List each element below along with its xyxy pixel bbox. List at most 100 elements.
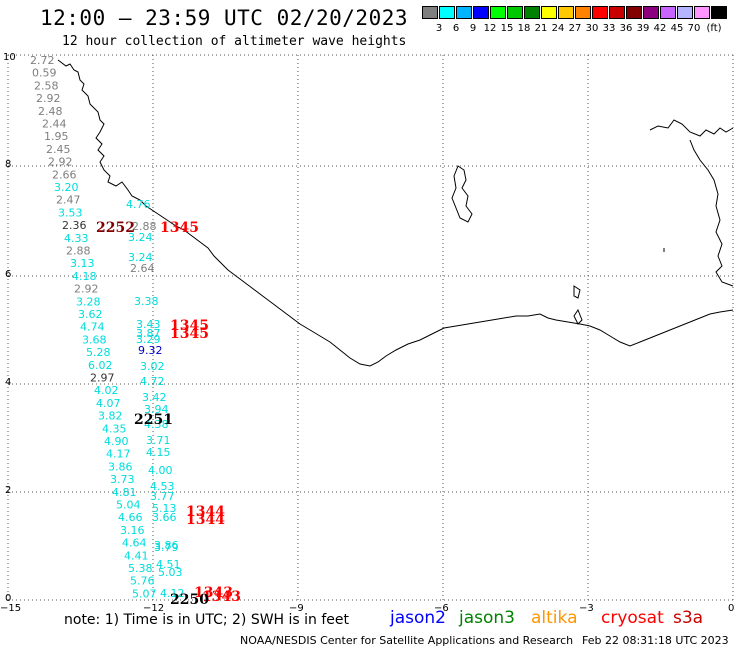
legend-jason3: jason3 (459, 608, 515, 628)
wave-height-label: 9.32 (138, 344, 163, 357)
scale-tick: 36 (619, 23, 633, 34)
wave-height-label: 4.72 (140, 375, 165, 388)
page-title: 12:00 – 23:59 UTC 02/20/2023 (40, 6, 409, 30)
scale-swatch (575, 6, 591, 19)
wave-height-label: 3.29 (136, 333, 161, 346)
wave-height-label: 2.45 (46, 143, 71, 156)
y-tick-label: 4 (5, 377, 11, 388)
wave-height-label: 3.24 (128, 231, 153, 244)
wave-height-label: 3.86 (154, 539, 179, 552)
legend-jason2: jason2 (390, 608, 446, 628)
scale-swatch (643, 6, 659, 19)
pass-time-label: 1345 (170, 318, 209, 334)
coastline-gulf (649, 119, 734, 287)
wave-height-label: 2.44 (42, 118, 67, 131)
scale-tick: 12 (483, 23, 497, 34)
scale-swatch (592, 6, 608, 19)
x-tick-label: −15 (0, 603, 21, 614)
wave-height-label: 2.47 (56, 194, 81, 207)
wave-height-label: 4.41 (124, 549, 149, 562)
y-tick-label: 0 (5, 593, 11, 604)
wave-height-label: 5.28 (86, 346, 111, 359)
island (573, 285, 583, 325)
wave-height-label: 2.92 (48, 156, 73, 169)
wave-height-label: 3.24 (128, 251, 153, 264)
wave-height-label: 3.86 (108, 460, 133, 473)
wave-height-label: 2.72 (30, 54, 55, 67)
grid (7, 54, 734, 601)
pass-time-label: 1343 (202, 589, 241, 605)
wave-height-label: 5.38 (128, 562, 153, 575)
wave-height-label: 4.66 (118, 511, 143, 524)
wave-height-label: 4.07 (96, 397, 121, 410)
scale-unit: (ft) (706, 23, 722, 34)
scale-swatch (626, 6, 642, 19)
scale-tick: 6 (452, 23, 460, 34)
wave-height-label: 3.20 (54, 181, 79, 194)
scale-swatch (524, 6, 540, 19)
wave-height-label: 2.97 (90, 372, 115, 385)
pass-time-label: 1344 (186, 512, 225, 528)
credit-text: NOAA/NESDIS Center for Satellite Applica… (240, 634, 574, 647)
wave-height-label: 4.02 (94, 384, 119, 397)
pass-time-label: 2251 (134, 412, 173, 428)
wave-height-label: 4.35 (102, 422, 127, 435)
wave-height-label: 4.51 (156, 558, 181, 571)
scale-tick: 27 (568, 23, 582, 34)
note-text: note: 1) Time is in UTC; 2) SWH is in fe… (64, 612, 350, 628)
scale-swatch (490, 6, 506, 19)
scale-tick: 33 (602, 23, 616, 34)
x-tick-label: −6 (434, 603, 449, 614)
scale-tick: 9 (469, 23, 477, 34)
pass-time-label: 1345 (170, 326, 209, 342)
x-tick-label: −12 (143, 603, 164, 614)
wave-height-label: 1.95 (44, 130, 69, 143)
x-tick-label: 0 (728, 603, 734, 614)
wave-height-label: 3.53 (58, 206, 83, 219)
wave-height-label: 4.00 (148, 464, 173, 477)
wave-height-label: 2.48 (38, 105, 63, 118)
wave-height-label: 3.43 (136, 318, 161, 331)
wave-height-label: 3.62 (78, 308, 103, 321)
wave-height-label: 4.74 (80, 321, 105, 334)
wave-height-label: 2.36 (62, 219, 87, 232)
wave-height-label: 4.53 (150, 480, 175, 493)
wave-height-label: 4.90 (104, 435, 129, 448)
y-tick-label: 2 (5, 485, 11, 496)
legend-altika: altika (531, 608, 578, 628)
scale-swatch (558, 6, 574, 19)
wave-height-label: 5.13 (152, 502, 177, 515)
wave-height-label: 3.16 (120, 524, 145, 537)
y-tick-label: 6 (5, 269, 11, 280)
wave-height-label: 4.38 (144, 418, 169, 431)
scale-swatch (711, 6, 727, 19)
pass-time-label: 1343 (194, 585, 233, 601)
wave-height-label: 2.64 (130, 262, 155, 275)
scale-tick: 70 (687, 23, 701, 34)
pass-time-label: 2252 (96, 220, 135, 236)
y-tick-label: 10 (3, 52, 16, 63)
scale-swatch (677, 6, 693, 19)
wave-height-label: 5.07 (132, 587, 157, 600)
y-tick-label: 8 (5, 159, 11, 170)
wave-height-label: 3.68 (82, 333, 107, 346)
wave-height-label: 3.82 (98, 410, 123, 423)
scale-tick: 30 (585, 23, 599, 34)
pass-time-label: 2250 (170, 592, 209, 608)
wave-height-label: 5.03 (158, 566, 183, 579)
wave-height-label: 4.64 (122, 537, 147, 550)
wave-height-label: 3.02 (140, 360, 165, 373)
wave-height-label: 4.81 (112, 486, 137, 499)
page-subtitle: 12 hour collection of altimeter wave hei… (62, 34, 407, 49)
wave-height-label: 3.13 (70, 257, 95, 270)
x-tick-label: −3 (579, 603, 594, 614)
scale-swatch (439, 6, 455, 19)
wave-height-label: 6.02 (88, 359, 113, 372)
wave-height-label: 4.18 (72, 270, 97, 283)
scale-swatch (473, 6, 489, 19)
wave-height-label: 4.33 (64, 232, 89, 245)
legend-cryosat: cryosat (601, 608, 664, 628)
wave-height-label: 3.66 (152, 511, 177, 524)
